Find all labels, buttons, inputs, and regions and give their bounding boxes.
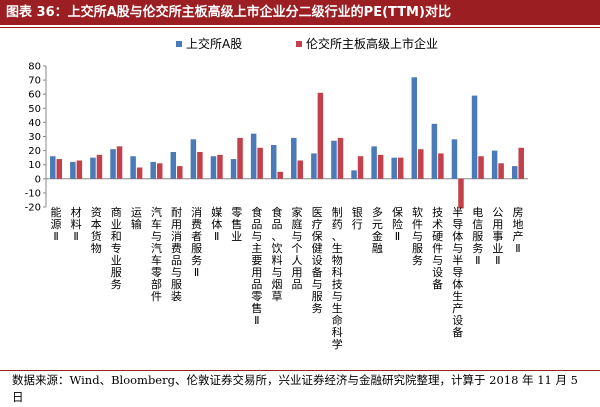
bar-series-1-21 bbox=[451, 139, 458, 179]
bar-series-2-1 bbox=[56, 159, 63, 179]
bar-series-1-14 bbox=[311, 153, 317, 179]
bar-series-2-22 bbox=[478, 156, 484, 179]
bar-series-2-19 bbox=[418, 149, 424, 179]
bar-series-2-11 bbox=[257, 147, 263, 179]
bar-series-2-15 bbox=[337, 137, 344, 179]
legend-label-2: 伦交所主板高级上市企业 bbox=[306, 36, 438, 51]
y-tick-label: 30 bbox=[28, 132, 41, 143]
category-label-1: 能源 Ⅱ bbox=[51, 205, 62, 243]
bar-series-2-18 bbox=[397, 157, 404, 179]
category-label-16: 银行 bbox=[352, 205, 363, 231]
figure-title: 图表 36：上交所A股与伦交所主板高级上市企业分二级行业的PE(TTM)对比 bbox=[0, 0, 600, 25]
category-label-10: 零售业 bbox=[231, 206, 242, 243]
bar-series-1-9 bbox=[210, 156, 217, 179]
bar-series-1-23 bbox=[491, 150, 498, 179]
category-label-11: 食品与主要用品零售 Ⅱ bbox=[251, 205, 262, 327]
y-tick-label: 50 bbox=[28, 104, 41, 115]
category-label-19: 软件与服务 bbox=[412, 205, 423, 267]
bar-series-1-12 bbox=[270, 144, 277, 179]
bar-series-1-18 bbox=[391, 157, 397, 179]
category-label-5: 运输 bbox=[131, 206, 142, 231]
bar-series-2-17 bbox=[377, 154, 384, 179]
category-label-9: 媒体 Ⅱ bbox=[211, 206, 222, 243]
category-label-23: 公用事业 Ⅱ bbox=[492, 206, 503, 267]
bar-series-2-9 bbox=[217, 154, 223, 179]
bar-series-1-4 bbox=[110, 149, 116, 179]
category-label-6: 汽车与汽车零部件 bbox=[151, 205, 162, 303]
bar-series-1-15 bbox=[331, 140, 337, 179]
bar-series-1-1 bbox=[50, 156, 56, 179]
category-label-12: 食品、饮料与烟草 bbox=[271, 205, 282, 303]
category-label-4: 商业和专业服务 bbox=[111, 205, 122, 291]
category-label-20: 技术硬件与设备 bbox=[432, 206, 443, 291]
bar-series-2-14 bbox=[317, 92, 324, 179]
bar-series-1-2 bbox=[70, 161, 76, 179]
legend-swatch-1 bbox=[176, 41, 182, 47]
title-rule bbox=[0, 27, 600, 28]
y-tick-label: -10 bbox=[25, 188, 41, 199]
bar-series-2-23 bbox=[498, 163, 504, 179]
y-tick-label: 60 bbox=[28, 90, 41, 101]
category-label-13: 家庭与个人用品 bbox=[292, 205, 303, 291]
bar-series-1-24 bbox=[511, 166, 518, 179]
bar-series-1-20 bbox=[431, 123, 438, 179]
y-tick-label: 40 bbox=[28, 118, 41, 129]
bar-series-2-3 bbox=[96, 154, 103, 179]
bar-series-1-11 bbox=[250, 133, 257, 179]
bar-series-2-16 bbox=[357, 156, 364, 179]
y-tick-label: 0 bbox=[35, 174, 41, 185]
y-axis: -20 -10 0 10 20 30 40 50 60 70 80 bbox=[25, 62, 528, 214]
bar-series-2-13 bbox=[297, 160, 304, 179]
bar-series-2-10 bbox=[237, 137, 243, 179]
bar-series-1-5 bbox=[130, 156, 136, 179]
y-tick-label: -20 bbox=[25, 203, 41, 214]
bar-series-1-22 bbox=[471, 95, 478, 179]
category-label-17: 多元金融 bbox=[372, 205, 383, 255]
bar-chart: 上交所A股 伦交所主板高级上市企业 -20 -10 0 10 20 30 40 50 60 70 80… bbox=[25, 36, 528, 351]
bars bbox=[50, 77, 524, 209]
category-label-21: 半导体与半导体生产设备 bbox=[452, 205, 463, 339]
y-tick-label: 20 bbox=[28, 146, 41, 157]
bar-series-2-21 bbox=[458, 178, 464, 209]
bar-series-2-20 bbox=[438, 153, 444, 179]
category-label-18: 保险 Ⅱ bbox=[392, 205, 403, 243]
category-label-14: 医疗保健设备与服务 bbox=[312, 206, 323, 315]
category-label-24: 房地产 Ⅱ bbox=[512, 206, 523, 255]
category-label-22: 电信服务 Ⅱ bbox=[472, 206, 483, 267]
bar-series-2-5 bbox=[136, 167, 143, 179]
bar-series-1-19 bbox=[411, 77, 418, 179]
legend-swatch-2 bbox=[296, 41, 302, 47]
bar-series-1-6 bbox=[150, 161, 156, 179]
bar-series-1-3 bbox=[90, 157, 96, 179]
bar-series-2-2 bbox=[76, 160, 83, 179]
bar-series-2-4 bbox=[116, 146, 123, 179]
category-label-7: 耐用消费品与服装 bbox=[171, 206, 182, 303]
source-note: 数据来源：Wind、Bloomberg、伦敦证券交易所，兴业证券经济与金融研究院… bbox=[12, 373, 578, 404]
legend: 上交所A股 伦交所主板高级上市企业 bbox=[176, 36, 438, 51]
x-axis-labels: 能源 Ⅱ 材料 Ⅱ 资本货物商业和专业服务运输汽车与汽车零部件耐用消费品与服装消费者服务… bbox=[51, 205, 524, 351]
bar-series-2-12 bbox=[277, 171, 283, 179]
bar-series-1-16 bbox=[351, 170, 357, 179]
bar-series-1-8 bbox=[190, 139, 197, 179]
legend-label-1: 上交所A股 bbox=[186, 36, 242, 51]
category-label-2: 材料 Ⅱ bbox=[71, 205, 82, 243]
category-label-8: 消费者服务 Ⅱ bbox=[191, 205, 202, 279]
y-tick-label: 10 bbox=[28, 160, 41, 171]
y-tick-label: 70 bbox=[28, 76, 41, 87]
source-rule bbox=[0, 370, 600, 371]
bar-series-1-7 bbox=[170, 152, 177, 179]
bar-series-2-8 bbox=[197, 152, 203, 179]
category-label-3: 资本货物 bbox=[91, 206, 102, 255]
category-label-15: 制药、生物科技与生命科学 bbox=[332, 206, 343, 351]
bar-series-1-10 bbox=[230, 159, 237, 179]
bar-series-2-7 bbox=[177, 166, 183, 179]
y-tick-label: 80 bbox=[28, 62, 41, 73]
bar-series-1-13 bbox=[291, 137, 297, 179]
bar-series-1-17 bbox=[371, 146, 377, 179]
bar-series-2-24 bbox=[518, 147, 524, 179]
bar-series-2-6 bbox=[156, 163, 163, 179]
